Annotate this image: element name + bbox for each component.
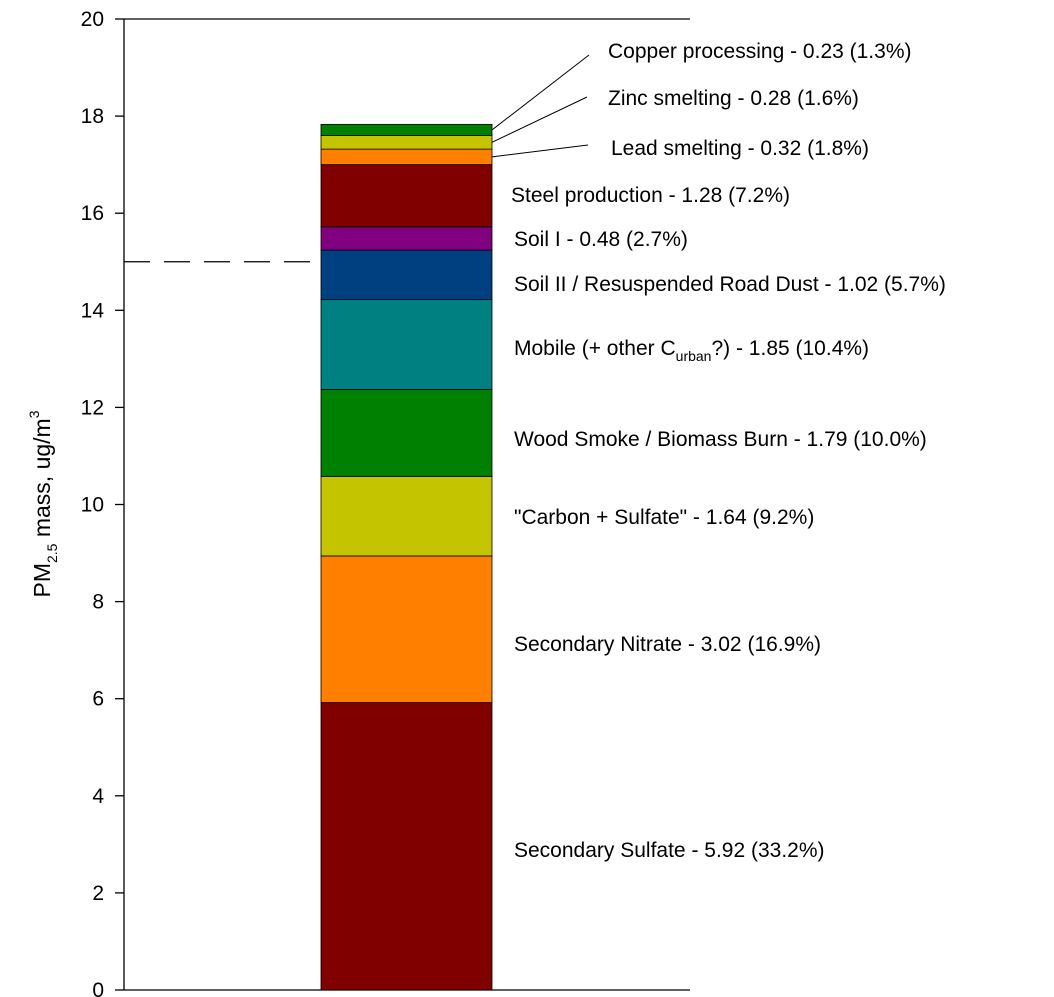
bar-segment <box>320 555 493 703</box>
y-tick-label: 14 <box>81 299 105 322</box>
segment-label: "Carbon + Sulfate" - 1.64 (9.2%) <box>514 506 814 529</box>
y-tick-label: 18 <box>81 105 104 128</box>
segment-label: Wood Smoke / Biomass Burn - 1.79 (10.0%) <box>514 428 927 451</box>
y-tick-label: 16 <box>81 202 104 225</box>
segment-label: Secondary Sulfate - 5.92 (33.2%) <box>514 839 825 862</box>
bar-segment <box>320 475 493 557</box>
y-tick-label: 0 <box>92 979 104 997</box>
y-tick-label: 8 <box>92 591 104 614</box>
bar-segment <box>320 148 493 166</box>
segment-label: Zinc smelting - 0.28 (1.6%) <box>608 87 859 110</box>
leader-line <box>491 96 588 143</box>
y-tick-label: 6 <box>92 688 104 711</box>
y-axis-label: PM2.5 mass, ug/m3 <box>26 410 60 597</box>
y-ticks: 0 2 4 6 8 10 12 14 16 18 20 <box>81 8 124 997</box>
segment-label: Copper processing - 0.23 (1.3%) <box>608 40 912 63</box>
y-tick-label: 20 <box>81 8 104 31</box>
y-axis-label-rest: mass, ug/m <box>29 418 55 543</box>
segment-label: Soil II / Resuspended Road Dust - 1.02 (… <box>514 273 946 296</box>
segment-labels: Secondary Sulfate - 5.92 (33.2%) Secondar… <box>511 40 946 862</box>
leader-lines <box>491 54 590 158</box>
segment-label: Secondary Nitrate - 3.02 (16.9%) <box>514 633 821 656</box>
bar-segments <box>320 123 493 991</box>
bar-segment <box>320 389 493 477</box>
y-axis-label-sup: 3 <box>26 410 42 418</box>
bar-segment <box>320 226 493 251</box>
bar-segment <box>320 299 493 390</box>
y-tick-label: 2 <box>92 882 104 905</box>
y-tick-label: 4 <box>92 785 104 808</box>
leader-line <box>491 54 590 131</box>
y-tick-label: 12 <box>81 396 104 419</box>
segment-label: Soil I - 0.48 (2.7%) <box>514 228 688 251</box>
segment-label: Mobile (+ other Curban?) - 1.85 (10.4%) <box>514 337 869 364</box>
y-axis-label-sub: 2.5 <box>44 543 60 563</box>
y-axis-label-main: PM <box>29 563 55 598</box>
bar-segment <box>320 164 493 228</box>
leader-line <box>491 144 589 158</box>
y-tick-label: 10 <box>81 494 104 517</box>
bar-segment <box>320 123 493 136</box>
bar-segment <box>320 135 493 150</box>
segment-label: Lead smelting - 0.32 (1.8%) <box>611 137 869 160</box>
bar-segment <box>320 702 493 991</box>
segment-label: Steel production - 1.28 (7.2%) <box>511 184 790 207</box>
bar-segment <box>320 249 493 301</box>
